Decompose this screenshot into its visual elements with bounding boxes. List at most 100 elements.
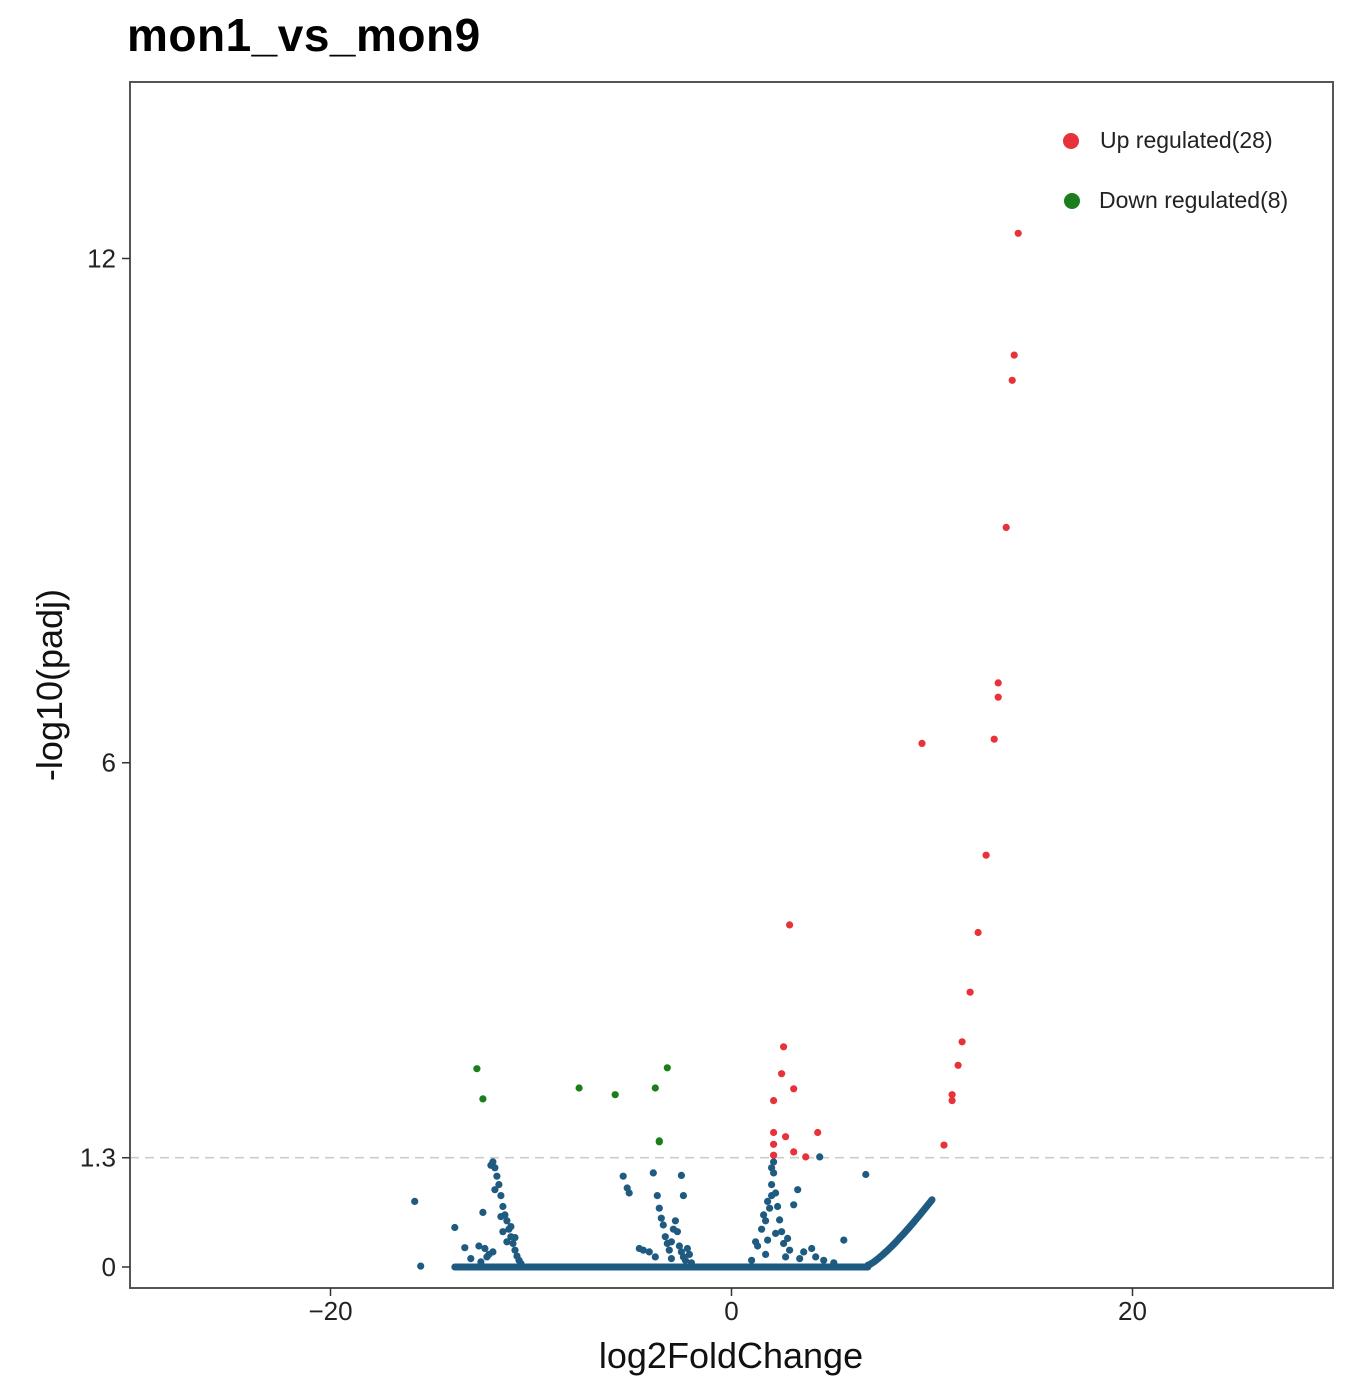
ns-point: [754, 1242, 762, 1250]
ns-point: [673, 1228, 682, 1236]
ns-point: [675, 1242, 684, 1250]
ns-point: [774, 1202, 782, 1211]
legend-up-marker: [1063, 133, 1079, 149]
up-point: [958, 1038, 966, 1046]
ns-point: [495, 1181, 503, 1189]
ns-point: [659, 1221, 667, 1229]
x-tick-label: 0: [724, 1296, 738, 1326]
ns-point: [677, 1171, 686, 1179]
up-point: [948, 1091, 956, 1099]
ns-point: [625, 1189, 633, 1197]
up-point: [790, 1085, 798, 1093]
ns-point: [475, 1242, 483, 1250]
ns-point: [671, 1217, 680, 1225]
ns-point: [461, 1244, 469, 1252]
x-tick-label: −20: [308, 1296, 352, 1326]
up-point: [770, 1097, 778, 1105]
y-axis: 0 1.3 6 12: [80, 243, 130, 1282]
down-point: [655, 1138, 663, 1146]
ns-point: [511, 1234, 519, 1242]
up-point: [918, 739, 926, 748]
legend-down-marker: [1064, 193, 1080, 209]
y-tick-label: 6: [102, 748, 116, 778]
y-axis-title: -log10(padj): [29, 589, 70, 781]
ns-point: [655, 1204, 663, 1212]
ns-point: [479, 1208, 487, 1216]
ns-point: [786, 1246, 794, 1254]
ns-point: [499, 1202, 507, 1211]
up-point: [790, 1148, 798, 1156]
ns-point: [768, 1181, 776, 1189]
up-point: [994, 693, 1002, 701]
ns-point: [862, 1170, 870, 1179]
ns-point: [808, 1244, 816, 1253]
ns-point: [491, 1164, 499, 1172]
ns-point: [760, 1211, 768, 1219]
ns-point: [411, 1197, 419, 1205]
ns-point: [778, 1228, 786, 1236]
ns-points: [411, 1153, 870, 1270]
up-regulated-points: [770, 229, 1022, 1161]
down-point: [611, 1091, 619, 1099]
ns-point: [467, 1255, 475, 1263]
up-point: [782, 1133, 790, 1141]
up-point: [770, 1128, 778, 1137]
ns-point: [491, 1186, 499, 1194]
up-point: [982, 851, 990, 859]
up-point: [954, 1061, 962, 1069]
ns-point: [639, 1246, 647, 1254]
up-point: [770, 1151, 778, 1159]
ns-point: [651, 1253, 659, 1261]
ns-point: [748, 1256, 756, 1264]
x-axis-title: log2FoldChange: [599, 1335, 863, 1376]
up-point: [994, 679, 1002, 687]
ns-point: [794, 1186, 802, 1194]
ns-point: [661, 1233, 669, 1241]
ns-point: [770, 1169, 778, 1177]
ns-point: [657, 1214, 665, 1222]
up-point: [778, 1070, 786, 1078]
ns-point: [762, 1217, 770, 1225]
ns-point: [770, 1158, 778, 1166]
ns-point: [507, 1223, 515, 1231]
ns-point: [499, 1228, 507, 1236]
legend-up-label: Up regulated(28): [1100, 127, 1273, 153]
ns-point: [511, 1246, 519, 1254]
ns-point: [619, 1172, 627, 1180]
ns-point: [649, 1169, 657, 1177]
ns-point: [645, 1248, 653, 1256]
ns-point: [679, 1192, 688, 1200]
ns-point: [764, 1197, 772, 1205]
up-point: [814, 1128, 822, 1137]
down-regulated-points: [473, 1064, 671, 1146]
ns-point: [764, 1236, 772, 1244]
up-point: [1014, 229, 1022, 237]
ns-point: [503, 1217, 511, 1225]
ns-point: [820, 1256, 828, 1264]
ns-point: [790, 1201, 798, 1209]
ns-point: [772, 1189, 780, 1197]
ns-point: [667, 1238, 676, 1246]
up-point: [940, 1141, 948, 1149]
ns-point: [497, 1213, 505, 1221]
ns-point: [816, 1153, 824, 1161]
legend-down-label: Down regulated(8): [1099, 187, 1288, 213]
ns-point: [766, 1204, 774, 1212]
up-point: [770, 1140, 778, 1148]
down-point: [651, 1084, 659, 1092]
up-point: [1008, 376, 1016, 384]
ns-point: [503, 1238, 511, 1246]
ns-point: [497, 1192, 505, 1200]
up-point: [990, 735, 998, 743]
plot-background: [130, 82, 1333, 1288]
ns-point: [758, 1225, 766, 1233]
ns-point: [667, 1255, 676, 1263]
ns-point: [840, 1236, 848, 1244]
x-axis: −20 0 20: [308, 1288, 1147, 1326]
y-tick-label: 0: [102, 1252, 116, 1282]
ns-point: [681, 1256, 690, 1264]
up-point: [1002, 523, 1010, 532]
ns-point: [493, 1172, 501, 1180]
ns-point: [800, 1248, 808, 1256]
